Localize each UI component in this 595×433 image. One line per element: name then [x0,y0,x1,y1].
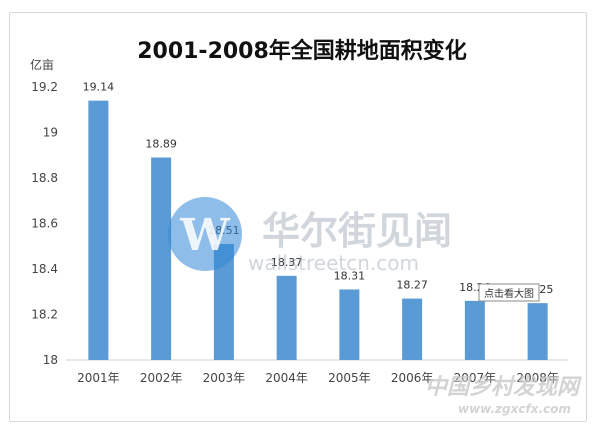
x-tick-label: 2005年 [328,371,371,385]
x-tick-label: 2002年 [140,371,183,385]
tooltip: 点击看大图 [478,283,540,302]
wallstreetcn-logo-letter: W [179,210,230,261]
wallstreetcn-brand-text: 华尔街见闻 [262,209,452,253]
x-tick-label: 2003年 [203,371,246,385]
bars [88,100,548,361]
y-tick-label: 18 [43,353,58,367]
y-tick-label: 19 [43,126,58,140]
bar [339,289,360,360]
y-tick-label: 18.4 [31,262,58,276]
bar [151,157,172,360]
data-label: 18.31 [334,269,366,282]
tooltip-text: 点击看大图 [484,287,534,300]
x-tick-label: 2007年 [454,371,497,385]
corner-watermark-url: www.zgxcfx.com [458,402,571,416]
bar [88,100,109,361]
x-tick-label: 2008年 [516,371,559,385]
bar [527,303,548,360]
x-tick-label: 2001年 [77,371,120,385]
y-tick-label: 18.6 [31,217,58,231]
bar [276,275,297,360]
data-label: 18.37 [271,256,303,269]
wallstreetcn-watermark: W 华尔街见闻 wallstreetcn.com [168,197,452,275]
y-tick-label: 18.8 [31,171,58,185]
tooltip-box [478,283,540,302]
corner-watermark-text: 中国乡村发现网 [425,374,582,400]
y-tick-label: 19.2 [31,80,58,94]
bar [402,298,423,360]
data-label: 19.14 [83,81,115,94]
x-axis: 2001年 2002年 2003年 2004年 2005年 2006年 2007年 2008年 [77,371,559,385]
data-label: 18.27 [396,279,428,292]
x-tick-label: 2006年 [391,371,434,385]
chart-title: 2001-2008年全国耕地面积变化 [137,38,467,64]
y-tick-label: 18.2 [31,308,58,322]
data-label: 18.89 [145,138,177,151]
bar [213,243,234,360]
y-axis-unit-label: 亿亩 [30,57,54,72]
x-tick-label: 2004年 [265,371,308,385]
wallstreetcn-url-text: wallstreetcn.com [248,251,419,275]
corner-watermark: 中国乡村发现网 www.zgxcfx.com [425,374,582,416]
bar [464,300,485,360]
wallstreetcn-logo-icon [168,197,242,271]
